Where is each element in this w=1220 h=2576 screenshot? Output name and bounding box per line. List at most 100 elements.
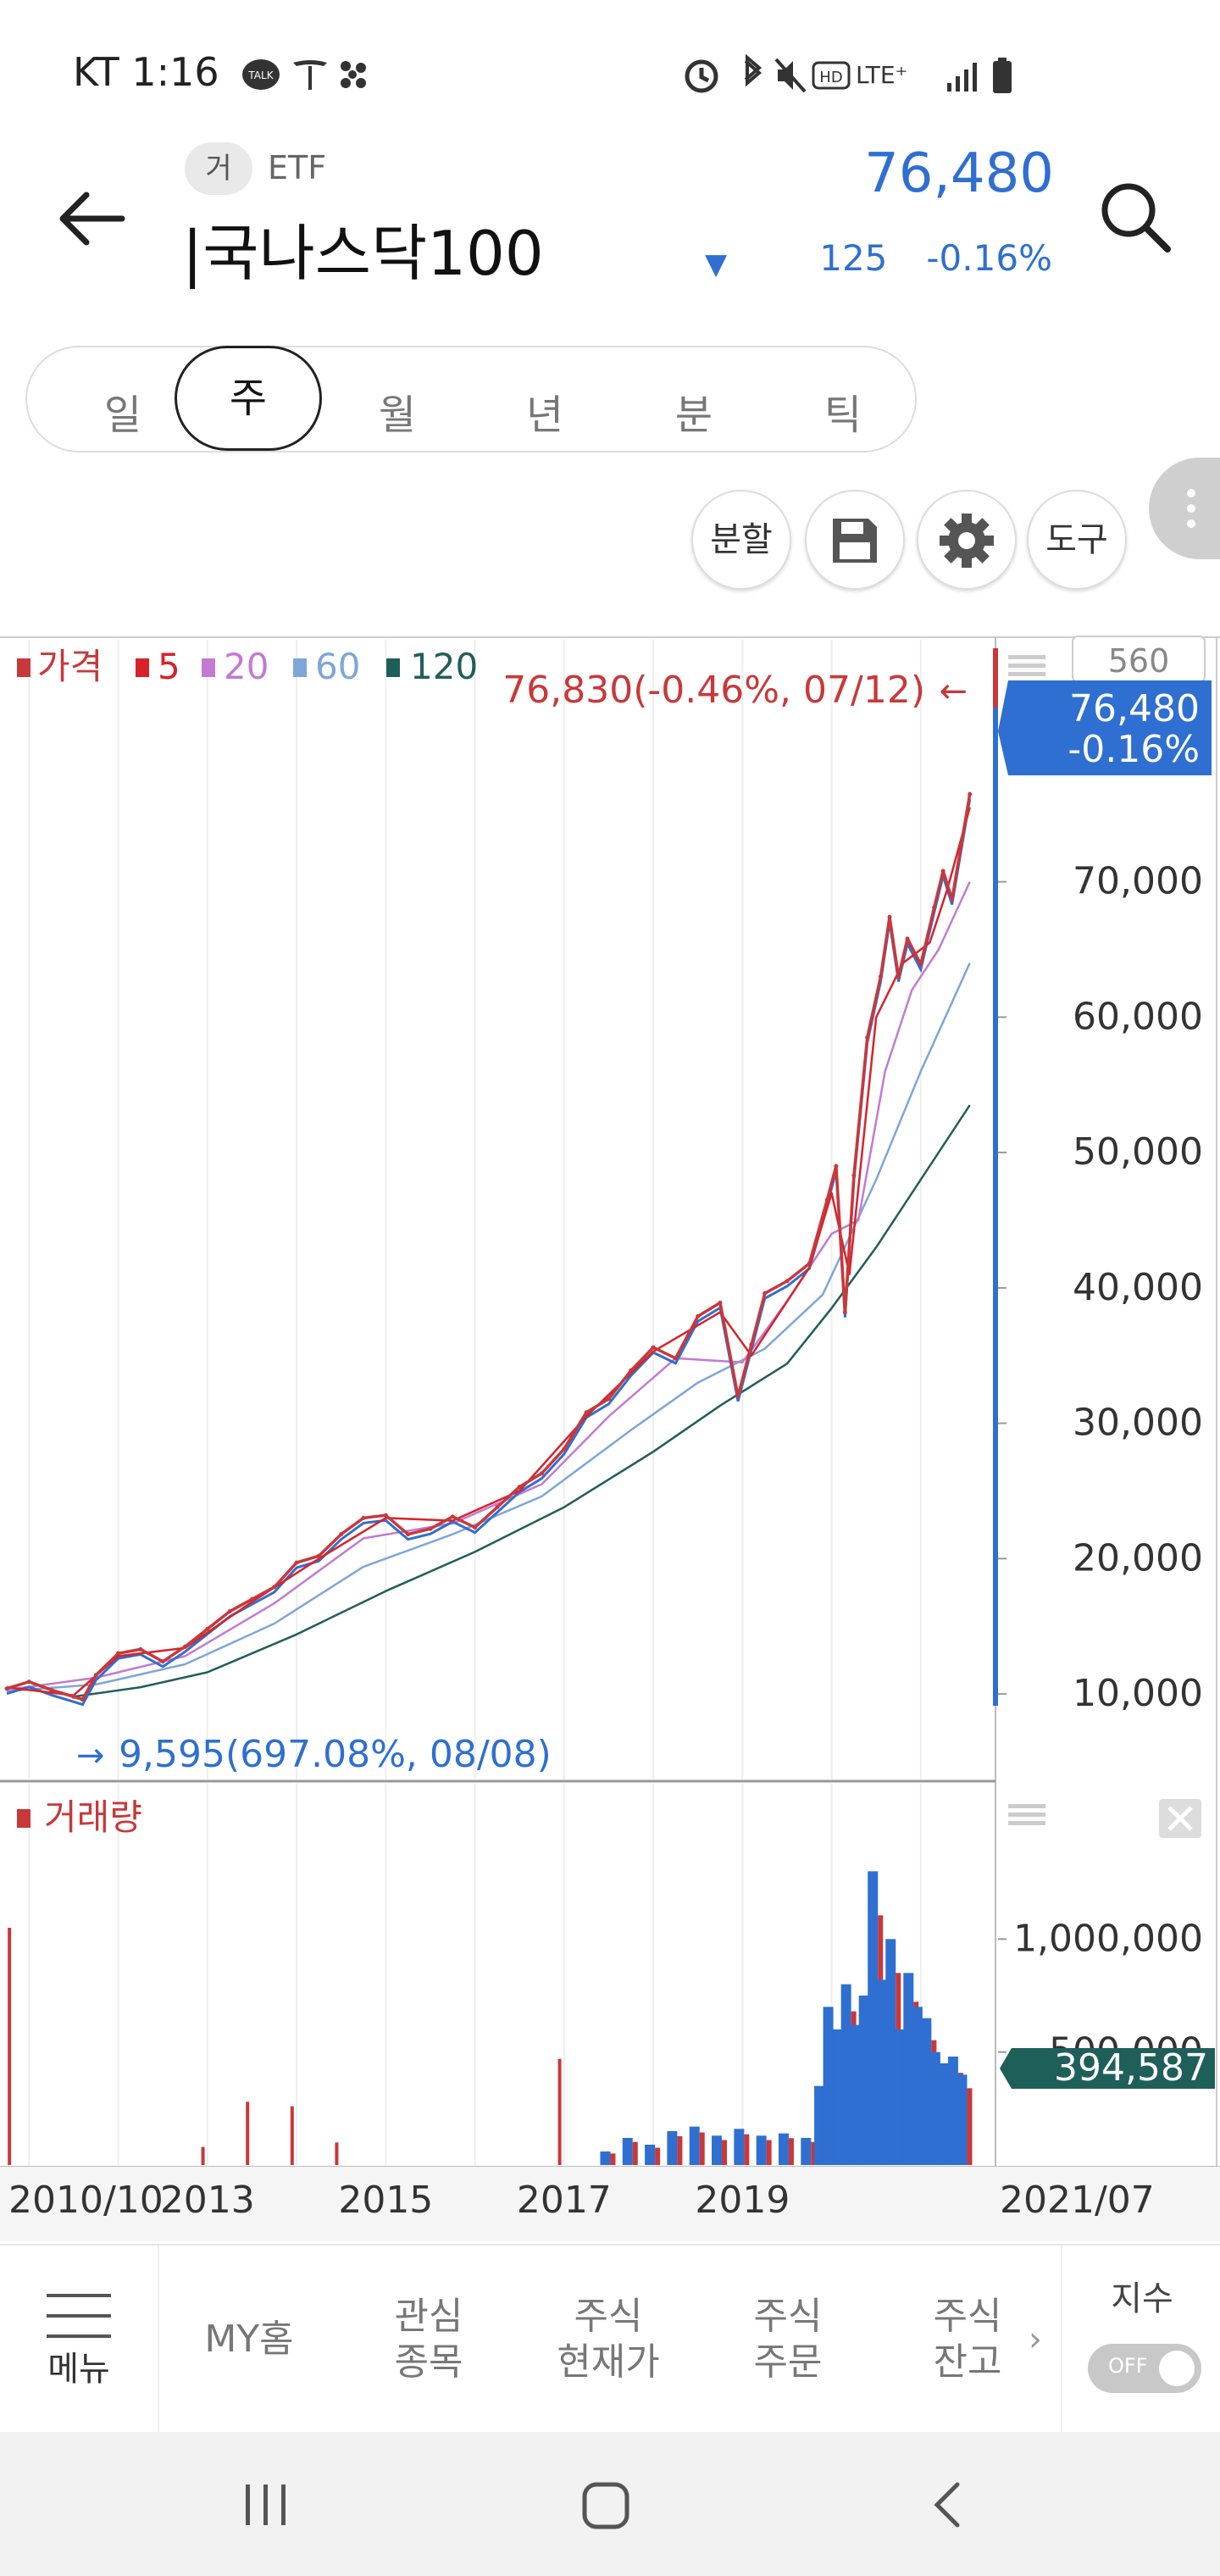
svg-text:HD: HD [819, 69, 842, 86]
volume-bar-red-2 [655, 2147, 661, 2165]
price-point-44 [878, 974, 883, 979]
recent-apps-icon[interactable] [241, 2479, 291, 2530]
price-point-45 [887, 914, 892, 919]
scroll-indicator[interactable] [993, 648, 998, 1706]
legend-20: 20 [224, 646, 269, 687]
price-axis: 10,000 20,000 30,000 40,000 50,000 60,000 70,0… [998, 860, 1203, 1715]
volume-bar-blue-11 [823, 2007, 834, 2165]
legend-60: 60 [315, 646, 360, 687]
nav-menu[interactable]: 메뉴 [0, 2246, 159, 2434]
back-icon[interactable] [923, 2479, 974, 2530]
volume-bar-blue-9 [801, 2138, 812, 2165]
volume-spike-4 [335, 2142, 339, 2165]
status-bar: KT 1:16 TALK HD LTE⁺ [0, 0, 1220, 153]
save-icon [833, 519, 877, 563]
price-point-20 [428, 1526, 433, 1531]
price-point-3 [71, 1694, 76, 1699]
search-icon[interactable] [1093, 175, 1178, 259]
price-point-5 [93, 1673, 98, 1678]
stock-chart[interactable]: 가격 5 20 60 120 560 76,480 -0.16% 76,830(… [0, 631, 1220, 2241]
back-arrow-icon[interactable] [53, 178, 134, 259]
price-point-14 [294, 1560, 299, 1565]
status-app-icons: TALK [242, 59, 366, 90]
volume-bar-blue-23 [929, 2051, 940, 2165]
price-tick-label-2: 30,000 [1073, 1402, 1203, 1445]
nav-stock-balance[interactable]: 주식 잔고 [933, 2295, 1002, 2384]
index-label: 지수 [1111, 2279, 1173, 2318]
volume-close-icon[interactable] [1159, 1799, 1201, 1838]
volume-spike-5 [557, 2058, 562, 2165]
price-point-0 [4, 1686, 9, 1691]
price-point-28 [606, 1396, 611, 1402]
price-point-42 [851, 1173, 857, 1178]
tab-month[interactable]: 월 [378, 391, 417, 439]
status-system-icons: HD LTE⁺ [685, 53, 1012, 93]
volume-spike-0 [8, 1928, 12, 2165]
tab-minute[interactable]: 분 [674, 391, 713, 439]
hamburger-icon [47, 2294, 111, 2338]
high-annotation: 76,830(-0.46%, 07/12) [502, 669, 925, 712]
price-point-4 [80, 1697, 85, 1702]
volume-panel-menu-icon[interactable] [1008, 1804, 1045, 1825]
volume-bar-blue-8 [778, 2133, 789, 2165]
current-price-tag [998, 680, 1212, 775]
volume-bar-red-0 [610, 2153, 616, 2165]
volume-bar-blue-22 [921, 2018, 932, 2165]
high-arrow: ← [939, 672, 968, 711]
change-direction-icon: ▼ [705, 247, 728, 281]
price-point-43 [865, 1035, 870, 1040]
mute-icon [774, 58, 807, 93]
signal-icon [947, 63, 977, 92]
volume-bar-red-7 [766, 2140, 772, 2165]
chart-legend: 가격 5 20 60 120 [17, 646, 478, 687]
price-point-23 [495, 1505, 500, 1510]
volume-bar-blue-13 [840, 1984, 851, 2165]
home-icon[interactable] [580, 2479, 634, 2534]
tab-day[interactable]: 일 [103, 391, 142, 439]
save-button[interactable] [805, 490, 905, 590]
stock-name[interactable]: |국나스닥100 [182, 218, 544, 289]
low-arrow: → [76, 1736, 105, 1775]
alarm-icon [685, 59, 718, 93]
volume-bar-blue-7 [756, 2135, 767, 2165]
price-line [6, 793, 972, 1702]
price-point-35 [749, 1342, 754, 1347]
tab-tick[interactable]: 틱 [824, 391, 862, 439]
gear-icon [940, 514, 994, 568]
tesla-icon [293, 60, 327, 90]
price-panel-menu-icon[interactable] [1008, 655, 1045, 676]
volume-bar-blue-1 [622, 2138, 633, 2165]
settings-button[interactable] [917, 490, 1017, 590]
price-point-27 [584, 1410, 589, 1415]
nav-more-chevron-icon[interactable]: › [1029, 2320, 1042, 2359]
volume-bar-blue-0 [600, 2151, 611, 2165]
price-point-15 [316, 1553, 321, 1558]
nav-my-home[interactable]: MY홈 [204, 2318, 294, 2361]
nav-stock-price[interactable]: 주식 현재가 [557, 2295, 660, 2384]
nav-menu-label: 메뉴 [47, 2350, 110, 2389]
nav-stock-order[interactable]: 주식 주문 [753, 2295, 823, 2384]
chart-background [0, 636, 1220, 2241]
price-point-29 [629, 1368, 634, 1373]
tab-year[interactable]: 년 [525, 391, 564, 439]
volume-bar-red-5 [722, 2140, 728, 2165]
price-point-18 [383, 1513, 388, 1518]
volume-bar-blue-5 [712, 2135, 723, 2165]
price-point-41 [842, 1310, 847, 1315]
tab-week[interactable]: 주 [175, 346, 322, 451]
battery-icon [993, 58, 1012, 93]
volume-bar-blue-17 [876, 1979, 887, 2165]
time-tick-label-3: 2017 [517, 2179, 612, 2222]
index-toggle[interactable]: OFF [1088, 2344, 1201, 2393]
current-volume-tag [1000, 2048, 1215, 2089]
nav-watchlist[interactable]: 관심 종목 [394, 2295, 463, 2384]
split-button[interactable]: 분할 [691, 490, 791, 590]
change-value: 125 [819, 237, 888, 279]
volume-legend: 거래량 [44, 1796, 142, 1838]
more-options-tab[interactable] [1149, 458, 1220, 559]
index-toggle-area: 지수 OFF [1061, 2246, 1220, 2434]
price-point-9 [183, 1644, 188, 1649]
tools-button[interactable]: 도구 [1027, 490, 1127, 590]
price-point-48 [918, 962, 923, 967]
hd-icon: HD [812, 61, 851, 90]
